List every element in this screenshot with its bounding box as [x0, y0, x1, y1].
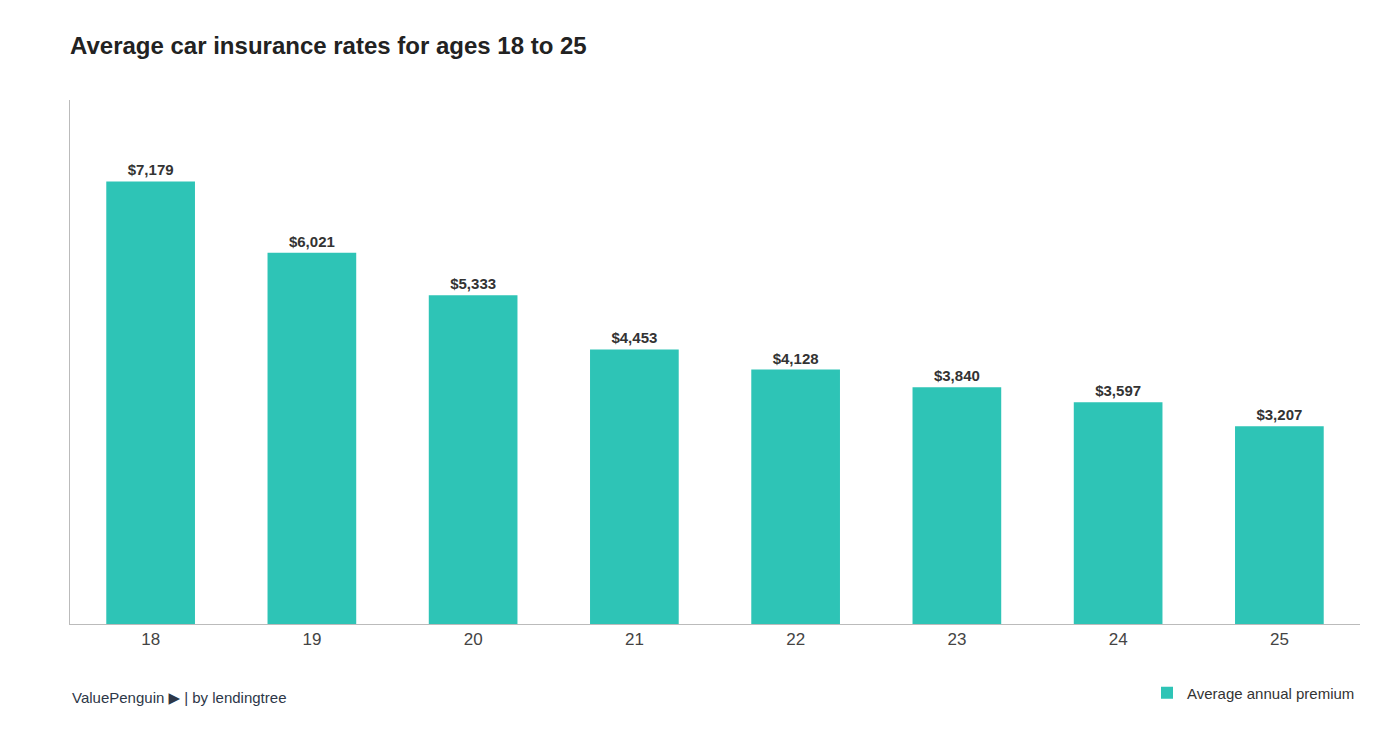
svg-text:$6,021: $6,021 [289, 233, 335, 250]
svg-text:$3,207: $3,207 [1256, 406, 1302, 423]
svg-text:ValuePenguin ▶ | by lendingtre: ValuePenguin ▶ | by lendingtree [72, 689, 286, 706]
svg-text:20: 20 [464, 630, 483, 649]
svg-text:$4,128: $4,128 [773, 350, 819, 367]
svg-text:24: 24 [1109, 630, 1128, 649]
svg-text:Average annual premium: Average annual premium [1187, 685, 1354, 702]
svg-text:19: 19 [302, 630, 321, 649]
svg-text:25: 25 [1270, 630, 1289, 649]
svg-text:$7,179: $7,179 [128, 161, 174, 178]
svg-text:$3,840: $3,840 [934, 367, 980, 384]
svg-text:21: 21 [625, 630, 644, 649]
svg-text:Average car insurance rates fo: Average car insurance rates for ages 18 … [70, 32, 587, 59]
svg-text:$5,333: $5,333 [450, 275, 496, 292]
svg-text:23: 23 [947, 630, 966, 649]
svg-text:$3,597: $3,597 [1095, 382, 1141, 399]
svg-text:22: 22 [786, 630, 805, 649]
svg-text:$4,453: $4,453 [611, 329, 657, 346]
svg-text:18: 18 [141, 630, 160, 649]
